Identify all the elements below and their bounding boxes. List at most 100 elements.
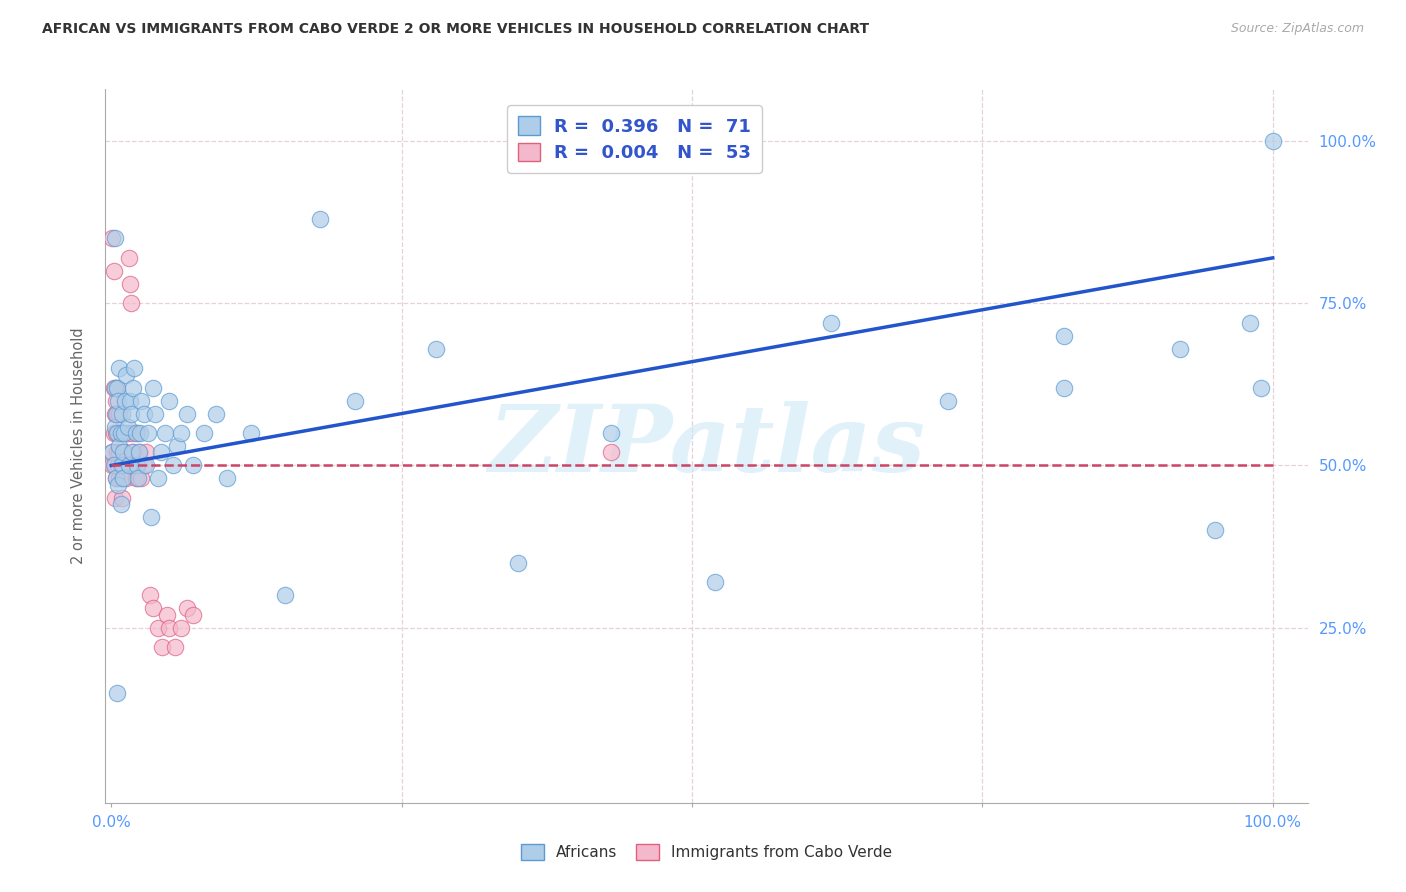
- Point: [128, 445, 150, 459]
- Text: ZIPatlas: ZIPatlas: [488, 401, 925, 491]
- Point: [111, 445, 134, 459]
- Legend: Africans, Immigrants from Cabo Verde: Africans, Immigrants from Cabo Verde: [515, 838, 898, 866]
- Point: [104, 393, 127, 408]
- Point: [170, 425, 193, 440]
- Point: [156, 607, 179, 622]
- Point: [114, 445, 136, 459]
- Point: [1053, 328, 1076, 343]
- Point: [110, 497, 132, 511]
- Point: [425, 342, 447, 356]
- Point: [104, 491, 127, 505]
- Point: [274, 588, 297, 602]
- Point: [131, 471, 153, 485]
- Point: [105, 381, 128, 395]
- Point: [115, 368, 138, 382]
- Point: [1261, 134, 1284, 148]
- Point: [125, 425, 148, 440]
- Point: [104, 471, 127, 485]
- Point: [135, 458, 157, 473]
- Point: [157, 393, 180, 408]
- Point: [105, 407, 128, 421]
- Point: [309, 211, 332, 226]
- Point: [111, 491, 134, 505]
- Point: [104, 425, 127, 440]
- Point: [104, 381, 127, 395]
- Point: [162, 458, 184, 473]
- Point: [108, 361, 131, 376]
- Point: [146, 621, 169, 635]
- Point: [104, 458, 127, 473]
- Point: [120, 296, 142, 310]
- Point: [704, 575, 727, 590]
- Point: [239, 425, 262, 440]
- Point: [118, 251, 141, 265]
- Point: [112, 458, 135, 473]
- Point: [124, 425, 146, 440]
- Point: [176, 601, 198, 615]
- Point: [108, 439, 131, 453]
- Point: [1250, 381, 1272, 395]
- Point: [125, 458, 148, 473]
- Point: [104, 407, 127, 421]
- Point: [112, 425, 135, 440]
- Point: [104, 231, 127, 245]
- Point: [122, 381, 145, 395]
- Point: [150, 445, 173, 459]
- Point: [101, 445, 124, 459]
- Point: [107, 425, 129, 440]
- Point: [105, 381, 128, 395]
- Point: [165, 640, 187, 654]
- Point: [103, 458, 125, 473]
- Point: [108, 471, 131, 485]
- Point: [122, 445, 145, 459]
- Point: [105, 685, 128, 699]
- Point: [115, 471, 138, 485]
- Point: [124, 361, 146, 376]
- Point: [176, 407, 198, 421]
- Point: [150, 640, 173, 654]
- Point: [128, 445, 150, 459]
- Point: [104, 419, 127, 434]
- Point: [506, 556, 529, 570]
- Point: [120, 407, 142, 421]
- Point: [139, 510, 162, 524]
- Point: [135, 445, 157, 459]
- Point: [170, 621, 193, 635]
- Point: [111, 458, 134, 473]
- Text: AFRICAN VS IMMIGRANTS FROM CABO VERDE 2 OR MORE VEHICLES IN HOUSEHOLD CORRELATIO: AFRICAN VS IMMIGRANTS FROM CABO VERDE 2 …: [42, 22, 869, 37]
- Point: [110, 425, 132, 440]
- Point: [1053, 381, 1076, 395]
- Point: [117, 425, 139, 440]
- Point: [181, 607, 204, 622]
- Y-axis label: 2 or more Vehicles in Household: 2 or more Vehicles in Household: [72, 327, 86, 565]
- Point: [110, 425, 132, 440]
- Point: [104, 407, 127, 421]
- Point: [124, 458, 146, 473]
- Point: [1204, 524, 1226, 538]
- Point: [105, 445, 128, 459]
- Point: [820, 316, 842, 330]
- Point: [936, 393, 959, 408]
- Point: [108, 407, 131, 421]
- Point: [599, 445, 621, 459]
- Point: [132, 458, 155, 473]
- Point: [138, 425, 160, 440]
- Point: [104, 471, 127, 485]
- Point: [153, 425, 176, 440]
- Point: [204, 407, 226, 421]
- Point: [599, 425, 621, 440]
- Point: [105, 425, 128, 440]
- Point: [118, 393, 141, 408]
- Point: [101, 231, 124, 245]
- Point: [142, 381, 165, 395]
- Point: [103, 425, 125, 440]
- Text: Source: ZipAtlas.com: Source: ZipAtlas.com: [1230, 22, 1364, 36]
- Point: [145, 407, 167, 421]
- Point: [217, 471, 239, 485]
- Point: [107, 478, 129, 492]
- Point: [117, 419, 139, 434]
- Point: [1168, 342, 1191, 356]
- Point: [121, 425, 143, 440]
- Point: [181, 458, 204, 473]
- Point: [131, 393, 153, 408]
